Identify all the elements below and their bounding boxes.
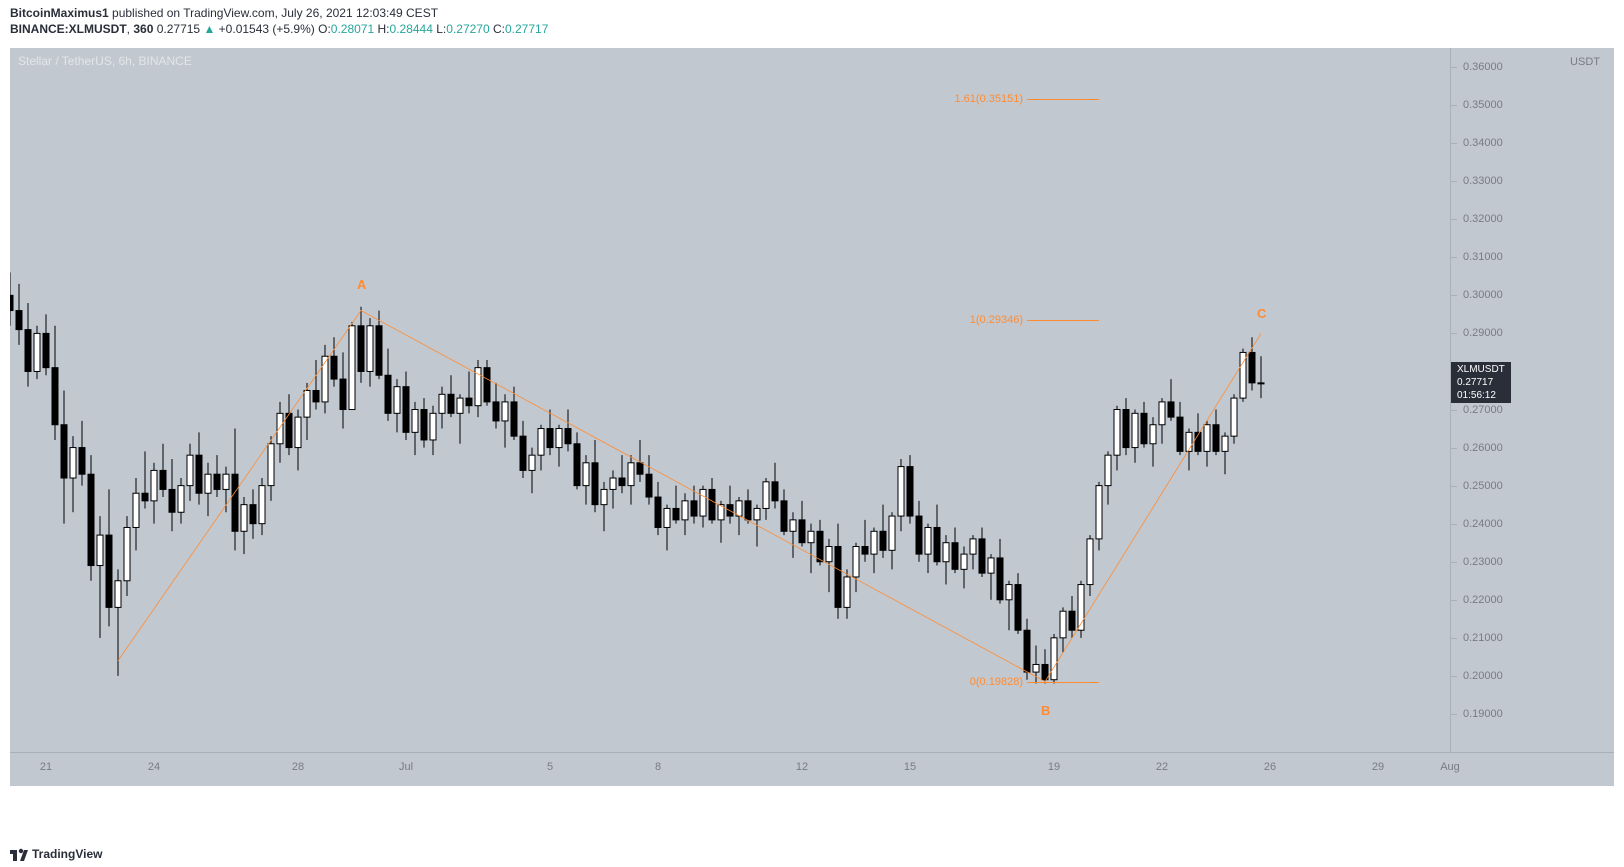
x-tick-label: 15	[904, 761, 916, 773]
chart-container[interactable]: Stellar / TetherUS, 6h, BINANCE 1.61(0.3…	[10, 48, 1614, 838]
candle-canvas	[10, 48, 1450, 752]
y-tick-label: 0.26000	[1463, 442, 1503, 454]
x-tick-label: 12	[796, 761, 808, 773]
y-tick-label: 0.30000	[1463, 289, 1503, 301]
o-val: 0.28071	[331, 22, 374, 36]
x-tick-label: Aug	[1440, 761, 1460, 773]
footer-brand: TradingView	[10, 847, 102, 861]
chart-header: BitcoinMaximus1 published on TradingView…	[0, 0, 1624, 40]
x-tick-label: 21	[40, 761, 52, 773]
x-tick-label: 29	[1372, 761, 1384, 773]
wave-label: A	[357, 277, 366, 292]
price-axis[interactable]: USDT 0.36000 0.35000 0.34000 0.33000 0.32000…	[1450, 48, 1614, 752]
up-arrow-icon: ▲	[203, 22, 218, 36]
interval: 360	[133, 22, 153, 36]
author: BitcoinMaximus1	[10, 6, 109, 20]
h-label: H:	[378, 22, 390, 36]
x-tick-label: 8	[655, 761, 661, 773]
plot-area[interactable]: Stellar / TetherUS, 6h, BINANCE 1.61(0.3…	[10, 48, 1450, 752]
change-abs: +0.01543	[219, 22, 269, 36]
fib-line	[1027, 99, 1099, 100]
y-tick-label: 0.36000	[1463, 61, 1503, 73]
price-flag-countdown: 01:56:12	[1457, 389, 1505, 402]
h-val: 0.28444	[390, 22, 433, 36]
price-axis-unit: USDT	[1570, 56, 1600, 68]
c-val: 0.27717	[505, 22, 548, 36]
y-tick-label: 0.35000	[1463, 99, 1503, 111]
symbol-line: BINANCE:XLMUSDT, 360 0.27715 ▲ +0.01543 …	[10, 22, 1614, 36]
publish-line: BitcoinMaximus1 published on TradingView…	[10, 6, 1614, 20]
fib-line	[1027, 682, 1099, 683]
x-tick-label: 22	[1156, 761, 1168, 773]
symbol-prefix: BINANCE:XLMUSDT	[10, 22, 127, 36]
price-flag-price: 0.27717	[1457, 376, 1505, 389]
y-tick-label: 0.21000	[1463, 632, 1503, 644]
y-tick-label: 0.24000	[1463, 518, 1503, 530]
x-tick-label: 5	[547, 761, 553, 773]
c-label: C:	[493, 22, 505, 36]
x-tick-label: Jul	[399, 761, 413, 773]
y-tick-label: 0.27000	[1463, 404, 1503, 416]
change-pct: (+5.9%)	[272, 22, 314, 36]
y-tick-label: 0.31000	[1463, 251, 1503, 263]
fib-label: 1.61(0.35151)	[955, 93, 1024, 105]
y-tick-label: 0.23000	[1463, 556, 1503, 568]
x-tick-label: 24	[148, 761, 160, 773]
l-val: 0.27270	[446, 22, 489, 36]
o-label: O:	[318, 22, 331, 36]
fib-label: 0(0.19828)	[970, 676, 1023, 688]
y-tick-label: 0.29000	[1463, 327, 1503, 339]
fib-line	[1027, 320, 1099, 321]
price-flag-symbol: XLMUSDT	[1457, 363, 1505, 376]
y-tick-label: 0.22000	[1463, 594, 1503, 606]
wave-label: B	[1041, 703, 1050, 718]
time-axis[interactable]: 21 24 28 Jul 5 8 12 15 19 22 26 29 Aug	[10, 752, 1614, 786]
y-tick-label: 0.20000	[1463, 670, 1503, 682]
x-tick-label: 19	[1048, 761, 1060, 773]
pair-label: Stellar / TetherUS, 6h, BINANCE	[18, 54, 192, 68]
last-price: 0.27715	[157, 22, 200, 36]
y-tick-label: 0.25000	[1463, 480, 1503, 492]
wave-label: C	[1257, 306, 1266, 321]
fib-label: 1(0.29346)	[970, 314, 1023, 326]
y-tick-label: 0.19000	[1463, 708, 1503, 720]
x-tick-label: 26	[1264, 761, 1276, 773]
tradingview-logo-icon	[10, 847, 28, 861]
annotation-canvas	[10, 48, 1450, 752]
publish-text: published on TradingView.com, July 26, 2…	[109, 6, 438, 20]
l-label: L:	[436, 22, 446, 36]
y-tick-label: 0.32000	[1463, 213, 1503, 225]
y-tick-label: 0.34000	[1463, 137, 1503, 149]
x-tick-label: 28	[292, 761, 304, 773]
y-tick-label: 0.33000	[1463, 175, 1503, 187]
footer-text: TradingView	[32, 847, 102, 861]
